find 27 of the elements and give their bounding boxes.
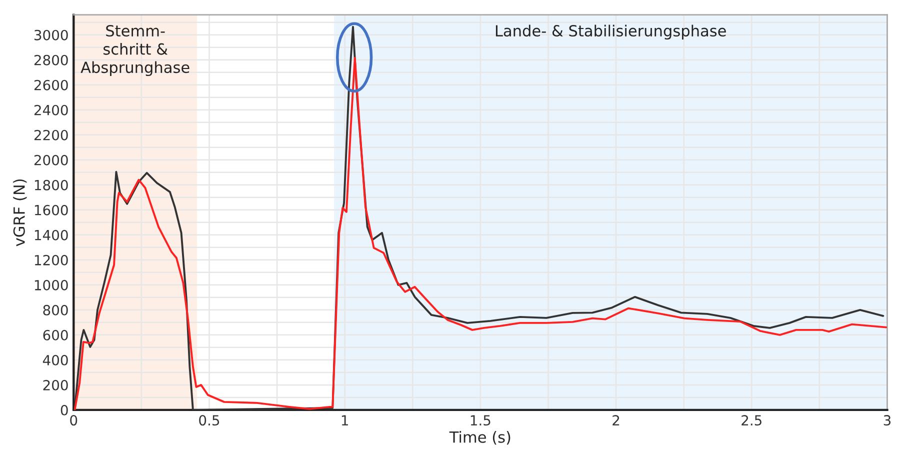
- y-tick-label: 2600: [34, 80, 68, 90]
- y-tick-label: 0: [60, 404, 68, 416]
- y-tick-label: 3000: [34, 30, 68, 40]
- y-tick-label: 1800: [34, 180, 68, 190]
- x-tick-label: 2: [612, 415, 620, 426]
- x-tick-label: 1.5: [470, 415, 490, 426]
- y-tick-label: 800: [43, 304, 68, 316]
- y-tick-label: 2800: [34, 54, 68, 66]
- y-tick-label: 1000: [34, 280, 68, 290]
- y-tick-label: 600: [43, 330, 68, 340]
- band-label: Lande- & Stabilisierungsphase: [496, 24, 726, 40]
- x-tick-label: 2.5: [742, 415, 762, 426]
- y-tick-label: 2000: [34, 154, 68, 166]
- x-axis-title: Time (s): [449, 431, 510, 445]
- y-tick-label: 2400: [34, 104, 68, 116]
- y-tick-label: 400: [42, 354, 68, 366]
- y-tick-label: 2200: [34, 130, 68, 140]
- y-axis-title: vGRF (N): [13, 179, 27, 246]
- band-label: Stemm- schritt & Absprunghase: [80, 24, 190, 76]
- y-tick-label: 200: [43, 380, 68, 390]
- x-tick-label: 1: [342, 415, 348, 426]
- y-tick-label: 1200: [34, 254, 68, 266]
- y-tick-label: 1600: [34, 204, 68, 216]
- x-tick-label: 3: [884, 415, 891, 426]
- x-tick-label: 0: [70, 415, 78, 426]
- y-tick-label: 1400: [34, 230, 68, 240]
- x-tick-label: 0.5: [199, 415, 220, 426]
